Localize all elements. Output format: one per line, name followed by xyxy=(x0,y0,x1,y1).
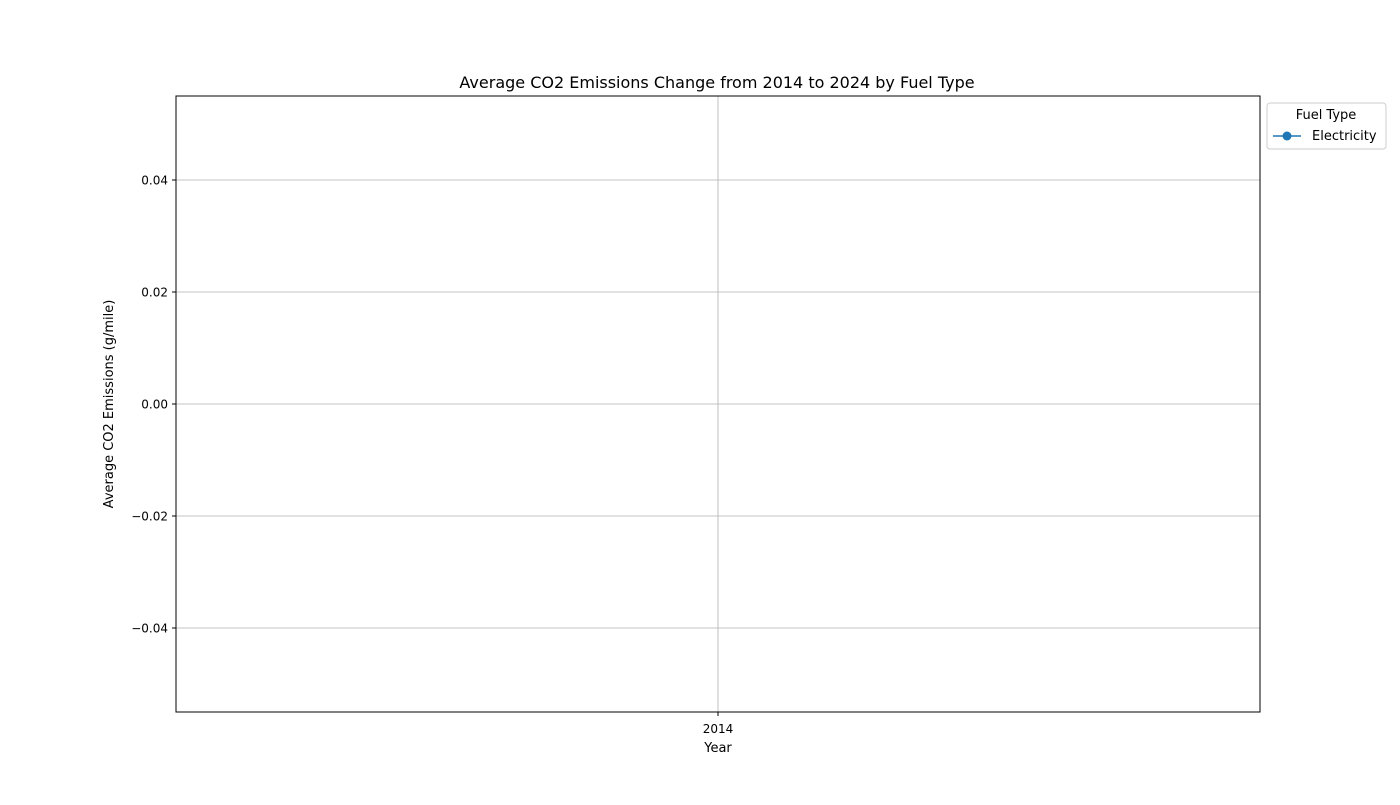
legend: Fuel Type Electricity xyxy=(1266,102,1387,150)
x-axis-label: Year xyxy=(703,741,732,756)
y-axis-label: Average CO2 Emissions (g/mile) xyxy=(102,300,117,509)
legend-title: Fuel Type xyxy=(1296,108,1357,123)
legend-swatch-marker xyxy=(1282,131,1292,141)
x-axis: 2014 xyxy=(703,712,734,736)
legend-box xyxy=(1266,102,1387,150)
grid-layer xyxy=(176,96,1260,712)
y-tick-label: 0.02 xyxy=(141,286,168,300)
y-axis: 0.04 0.02 0.00 −0.02 −0.04 xyxy=(131,174,176,636)
chart-title: Average CO2 Emissions Change from 2014 t… xyxy=(459,73,974,92)
y-tick-label: 0.00 xyxy=(141,398,168,412)
x-tick-label: 2014 xyxy=(703,722,734,736)
y-tick-label: −0.04 xyxy=(131,622,168,636)
legend-entry-electricity: Electricity xyxy=(1312,129,1377,144)
y-tick-label: −0.02 xyxy=(131,510,168,524)
y-tick-label: 0.04 xyxy=(141,174,168,188)
